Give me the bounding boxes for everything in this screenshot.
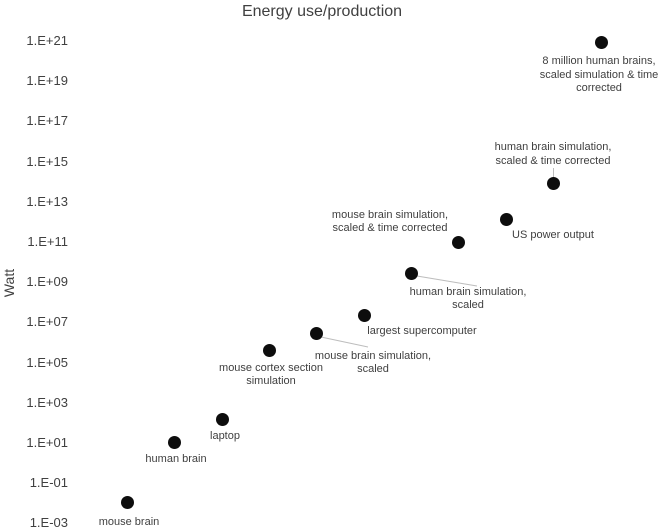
point-annotation: human brain [145, 452, 207, 465]
scatter-point [594, 36, 608, 50]
scatter-point [499, 213, 513, 227]
leader-line [320, 336, 369, 348]
y-tick-label: 1.E+07 [26, 314, 68, 330]
scatter-point [215, 413, 229, 427]
point-annotation: mouse brain simulation, scaled [314, 349, 432, 376]
y-tick-label: 1.E+05 [26, 354, 68, 370]
y-tick-label: 1.E+21 [26, 33, 68, 48]
point-annotation: mouse cortex section simulation [219, 361, 323, 388]
y-tick-label: 1.E+13 [26, 193, 68, 209]
point-annotation: human brain simulation, scaled [409, 285, 527, 312]
scatter-point [121, 496, 134, 510]
y-tick-label: 1.E+17 [26, 113, 68, 129]
y-axis-ticks: 1.E+21 1.E+19 1.E+17 1.E+15 1.E+13 1.E+11 1.E+… [0, 0, 69, 532]
point-annotation: US power output [512, 229, 594, 242]
scatter-point [547, 176, 561, 190]
y-tick-label: 1.E+01 [26, 435, 68, 450]
chart-title: Energy use/production [241, 3, 403, 20]
y-tick-label: 1.E+11 [27, 234, 68, 249]
point-annotation: largest supercomputer [367, 325, 477, 338]
point-annotation: human brain simulation, scaled & time cor… [494, 141, 612, 167]
y-tick-label: 1.E-03 [29, 515, 68, 531]
scatter-point [310, 327, 324, 341]
y-tick-label: 1.E+03 [26, 394, 68, 410]
point-annotation: 8 million human brains, scaled simulation… [539, 55, 659, 95]
scatter-point [452, 236, 466, 250]
point-annotation: laptop [210, 430, 240, 443]
y-tick-label: 1.E+15 [26, 153, 68, 169]
scatter-point [263, 343, 277, 357]
y-tick-label: 1.E+09 [26, 274, 68, 290]
y-tick-label: 1.E-01 [29, 475, 68, 491]
point-annotation: mouse brain [98, 515, 160, 528]
y-tick-label: 1.E+19 [26, 73, 68, 89]
scatter-point [168, 436, 182, 449]
point-annotation: mouse brain simulation, scaled & time cor… [331, 208, 449, 235]
scatter-point [357, 309, 371, 323]
scatter-point [405, 266, 419, 280]
leader-line [416, 275, 478, 287]
